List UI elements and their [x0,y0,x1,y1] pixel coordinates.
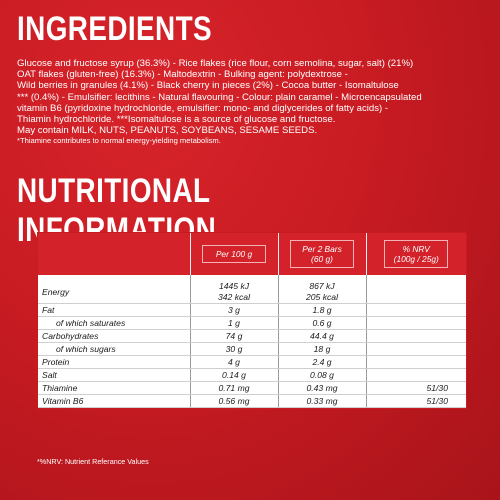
ingredients-line: Glucose and fructose syrup (36.3%) - Ric… [17,58,414,69]
header-nrv-line1: % NRV [402,244,430,254]
row-label: of which sugars [38,342,190,356]
ingredients-note: *Thiamine contributes to normal energy-y… [17,136,221,146]
row-nrv [365,342,466,356]
energy-per-2-bars-kcal: 205 kcal [305,292,338,302]
ingredients-title: INGREDIENTS [17,10,213,48]
ingredients-line: vitamin B6 (pyridoxine hydrochloride, em… [17,102,389,114]
row-per-100g: 3 g [189,303,278,317]
nrv-footnote: *%NRV: Nutrient Referance Values [37,457,149,466]
header-nrv-box: % NRV (100g / 25g) [384,240,449,268]
energy-per-2-bars: 867 kJ 205 kcal [277,281,366,304]
nutrition-table: Per 100 g Per 2 Bars (60 g) % NRV (100g … [37,232,467,409]
row-per-2-bars: 0.33 mg [277,394,366,408]
energy-nrv [365,281,466,304]
row-label: Carbohydrates [38,329,190,343]
table-row-energy: Energy 1445 kJ 342 kcal 867 kJ 205 kcal [38,281,466,304]
row-label: Salt [38,368,190,382]
row-per-100g: 30 g [189,342,278,356]
energy-per-2-bars-kj: 867 kJ [309,281,335,291]
header-blank [38,233,190,275]
row-per-100g: 1 g [189,316,278,330]
row-nrv [365,316,466,330]
row-nrv: 51/30 [365,394,466,408]
energy-per-100g: 1445 kJ 342 kcal [189,281,278,304]
energy-per-100g-kcal: 342 kcal [217,292,250,302]
row-per-2-bars: 0.43 mg [277,381,366,395]
row-label: Energy [38,281,190,304]
table-header-row: Per 100 g Per 2 Bars (60 g) % NRV (100g … [38,233,466,275]
table-row: Thiamine 0.71 mg 0.43 mg 51/30 [38,381,466,395]
table-row: Vitamin B6 0.56 mg 0.33 mg 51/30 [38,394,466,408]
table-spacer-row [38,275,466,281]
row-per-100g: 74 g [189,329,278,343]
table-row: Carbohydrates 74 g 44.4 g [38,329,466,343]
row-nrv [365,303,466,317]
table-row: Protein 4 g 2.4 g [38,355,466,369]
row-nrv [365,329,466,343]
row-nrv [365,368,466,382]
row-label: Vitamin B6 [38,394,190,408]
row-per-2-bars: 0.08 g [277,368,366,382]
header-nrv: % NRV (100g / 25g) [365,233,466,275]
row-per-100g: 0.56 mg [189,394,278,408]
table-row: Salt 0.14 g 0.08 g [38,368,466,382]
header-per-2-bars-box: Per 2 Bars (60 g) [290,240,354,268]
row-label: Thiamine [38,381,190,395]
row-per-2-bars: 18 g [277,342,366,356]
table-row: of which saturates 1 g 0.6 g [38,316,466,330]
ingredients-line: Thiamin hydrochloride. ***Isomaltulose i… [17,114,336,126]
table-row: Fat 3 g 1.8 g [38,303,466,317]
row-per-100g: 0.14 g [189,368,278,382]
header-per-2-bars: Per 2 Bars (60 g) [277,233,366,275]
row-per-2-bars: 1.8 g [277,303,366,317]
row-nrv [365,355,466,369]
table-row: of which sugars 30 g 18 g [38,342,466,356]
header-per-2-bars-line2: (60 g) [311,254,333,264]
header-per-100g-label: Per 100 g [202,245,266,263]
ingredients-line: *** (0.4%) - Emulsifier: lecithins - Nat… [17,91,422,103]
energy-per-100g-kj: 1445 kJ [218,281,250,291]
row-per-2-bars: 44.4 g [277,329,366,343]
ingredients-line: Wild berries in granules (4.1%) - Black … [17,80,399,92]
header-per-100g: Per 100 g [189,233,278,275]
header-per-2-bars-line1: Per 2 Bars [302,244,342,254]
row-per-100g: 0.71 mg [189,381,278,395]
ingredients-line: OAT flakes (gluten-free) (16.3%) - Malto… [17,69,348,81]
row-label: of which saturates [38,316,190,330]
header-nrv-line2: (100g / 25g) [393,254,439,264]
row-nrv: 51/30 [365,381,466,395]
nutrition-title: NUTRITIONAL INFORMATION [17,172,217,249]
ingredients-text: Glucose and fructose syrup (36.3%) - Ric… [17,58,487,145]
row-label: Protein [38,355,190,369]
row-label: Fat [38,303,190,317]
row-per-2-bars: 2.4 g [277,355,366,369]
row-per-100g: 4 g [189,355,278,369]
row-per-2-bars: 0.6 g [277,316,366,330]
ingredients-line: May contain MILK, NUTS, PEANUTS, SOYBEAN… [17,125,318,137]
